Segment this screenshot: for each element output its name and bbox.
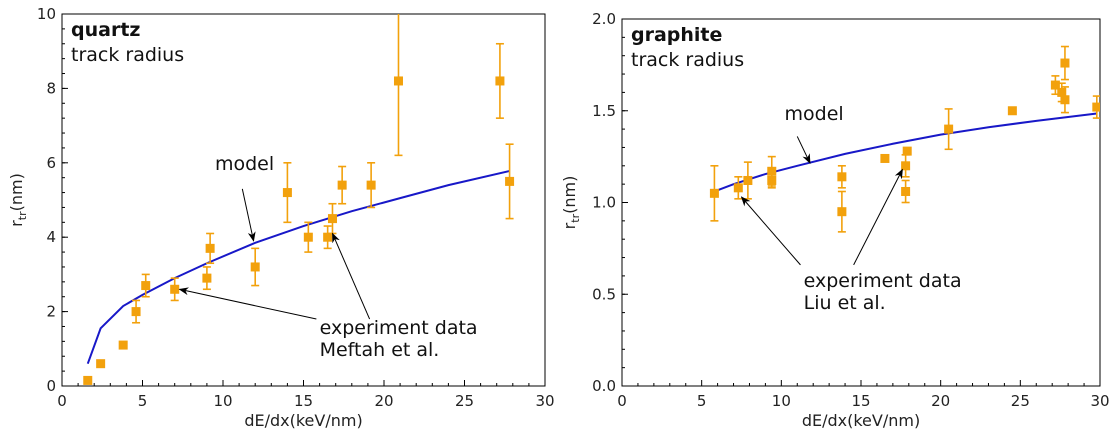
data-point (709, 188, 719, 198)
data-point (170, 284, 180, 294)
data-point (837, 172, 847, 182)
plot-frame (621, 18, 1101, 387)
model-line (86, 170, 510, 365)
y-tick-label: 0.5 (592, 285, 616, 303)
chart-title: graphite (631, 24, 722, 46)
x-tick-label: 0 (57, 392, 67, 410)
data-point (83, 375, 93, 385)
data-point (366, 180, 376, 190)
annotation-text: Liu et al. (804, 292, 886, 314)
annotation-text: Meftah et al. (320, 339, 440, 361)
chart-panel-quartz: 0 5 10 15 20 25 30 0 2 4 6 8 10 dE/dx(keV/nm) rtr(nm) q… (7, 5, 555, 430)
y-axis-label: rtr(nm) (7, 173, 29, 227)
data-point (505, 176, 515, 186)
data-point (202, 273, 212, 283)
chart-panel-graphite: 0 5 10 15 20 25 30 0.0 0.5 1.0 1.5 2.0 dE/dx(keV/nm)… (560, 10, 1110, 430)
x-tick-label: 25 (1011, 392, 1030, 410)
y-tick-label: 0.0 (592, 377, 616, 395)
x-axis-label: dE/dx(keV/nm) (802, 411, 920, 430)
data-point (327, 214, 337, 224)
data-point (323, 232, 333, 242)
data-point (118, 340, 128, 350)
y-tick-label: 0 (46, 377, 56, 395)
data-point (1050, 80, 1060, 90)
data-point (282, 188, 292, 198)
data-point (902, 146, 912, 156)
x-tick-label: 5 (697, 392, 707, 410)
y-axis-label-main: r (7, 220, 26, 227)
data-point (337, 180, 347, 190)
annotation-0: model (785, 103, 844, 164)
data-point (767, 166, 777, 176)
data-point (1060, 58, 1070, 68)
annotation-arrow (241, 188, 256, 242)
annotation-text: experiment data (320, 317, 478, 339)
annotation-arrow (796, 136, 811, 164)
data-point (837, 207, 847, 217)
chart-subtitle: track radius (71, 44, 184, 66)
x-tick-label: 30 (535, 392, 554, 410)
annotation-arrow (178, 287, 317, 320)
data-point (1007, 106, 1017, 116)
y-axis-label-main: r (560, 222, 579, 229)
x-tick-label: 0 (617, 392, 627, 410)
y-axis-label-unit: (nm) (560, 176, 579, 214)
y-axis-label-sub: tr (16, 211, 29, 220)
data-point (733, 183, 743, 193)
data-point (743, 175, 753, 185)
annotation-text: model (785, 103, 844, 125)
data-point (141, 281, 151, 291)
annotation-text: experiment data (804, 270, 962, 292)
y-tick-label: 2 (46, 303, 56, 321)
data-point (1060, 95, 1070, 105)
annotation-arrow (740, 196, 801, 266)
y-tick-label: 1.5 (592, 102, 616, 120)
data-point (944, 124, 954, 134)
annotation-arrow-2 (853, 168, 903, 266)
y-axis-label-sub: tr (569, 213, 582, 222)
x-tick-label: 5 (138, 392, 148, 410)
data-point (880, 153, 890, 163)
y-tick-label: 8 (46, 79, 56, 97)
data-point (250, 262, 260, 272)
data-point (96, 359, 106, 369)
data-point (393, 76, 403, 86)
x-tick-label: 10 (772, 392, 791, 410)
x-tick-label: 15 (294, 392, 313, 410)
x-tick-label: 10 (213, 392, 232, 410)
annotation-arrow-2 (332, 232, 371, 320)
data-point (303, 232, 313, 242)
x-tick-label: 20 (931, 392, 950, 410)
x-tick-label: 20 (374, 392, 393, 410)
y-axis-label: rtr(nm) (560, 176, 582, 230)
annotation-text: model (215, 153, 274, 175)
y-tick-label: 4 (46, 228, 56, 246)
chart-subtitle: track radius (631, 49, 744, 71)
x-tick-label: 30 (1090, 392, 1109, 410)
y-tick-label: 2.0 (592, 10, 616, 28)
data-point (131, 307, 141, 317)
data-point (495, 76, 505, 86)
y-tick-label: 10 (37, 5, 56, 23)
data-layer (83, 14, 515, 385)
chart-title: quartz (71, 19, 140, 41)
y-tick-label: 1.0 (592, 194, 616, 212)
data-point (1057, 87, 1067, 97)
data-point (1092, 102, 1100, 112)
data-point (901, 186, 911, 196)
x-axis-label: dE/dx(keV/nm) (244, 411, 362, 430)
x-tick-label: 25 (455, 392, 474, 410)
data-point (901, 161, 911, 171)
annotation-0: model (215, 153, 274, 242)
y-tick-label: 6 (46, 154, 56, 172)
x-tick-label: 15 (851, 392, 870, 410)
y-axis-label-unit: (nm) (7, 173, 26, 211)
data-layer (709, 45, 1100, 233)
data-point (205, 243, 215, 253)
